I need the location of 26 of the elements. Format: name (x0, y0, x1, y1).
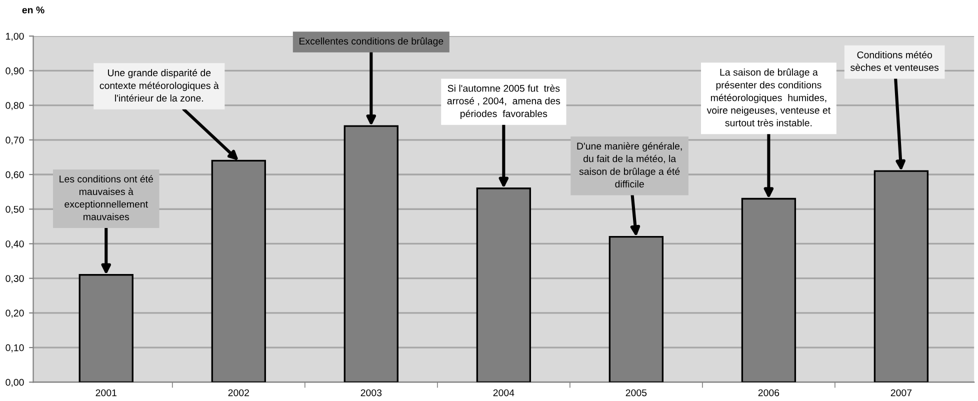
annotation: Une grande disparité de contexte météorologiques à l'intérieur de la zone. (100, 69, 219, 102)
x-tick-label: 2003 (360, 389, 382, 396)
x-tick-label: 2005 (626, 389, 647, 396)
y-tick-label: 0,50 (6, 206, 24, 214)
y-tick-label: 0,60 (6, 171, 24, 180)
y-axis-title: en % (22, 6, 44, 14)
x-tick-label: 2002 (228, 389, 249, 396)
y-tick-label: 0,80 (6, 102, 24, 110)
y-tick-label: 0,30 (6, 275, 24, 284)
annotation: Les conditions ont été mauvaises à exceptionnellement mauvaises (60, 175, 153, 220)
y-tick-label: 0,20 (6, 310, 24, 318)
y-tick-label: 0,70 (6, 136, 24, 145)
y-tick-label: 0,40 (6, 240, 24, 248)
x-tick-label: 2006 (758, 389, 780, 396)
x-tick-label: 2007 (890, 389, 912, 396)
annotation: Si l'automne 2005 fut très arrosé , 2004, amena des périodes favorables (447, 84, 560, 120)
y-tick-label: 1,00 (6, 32, 24, 41)
y-tick-label: 0,90 (6, 67, 24, 76)
x-tick-label: 2004 (493, 389, 514, 396)
annotation: Conditions météo sèches et venteuses (850, 51, 939, 71)
annotation: D'une manière générale, du fait de la météo, la saison de brûlage a été difficile (577, 142, 682, 188)
annotation: La saison de brûlage a présenter des conditions météorologiques humides, voire neigeuses, venteuse et surtout très instable. (706, 68, 831, 126)
y-tick-label: 0,00 (6, 378, 24, 387)
x-tick-label: 2001 (96, 389, 116, 396)
annotation: Excellentes conditions de brûlage (300, 37, 444, 47)
y-tick-label: 0,10 (6, 344, 24, 352)
